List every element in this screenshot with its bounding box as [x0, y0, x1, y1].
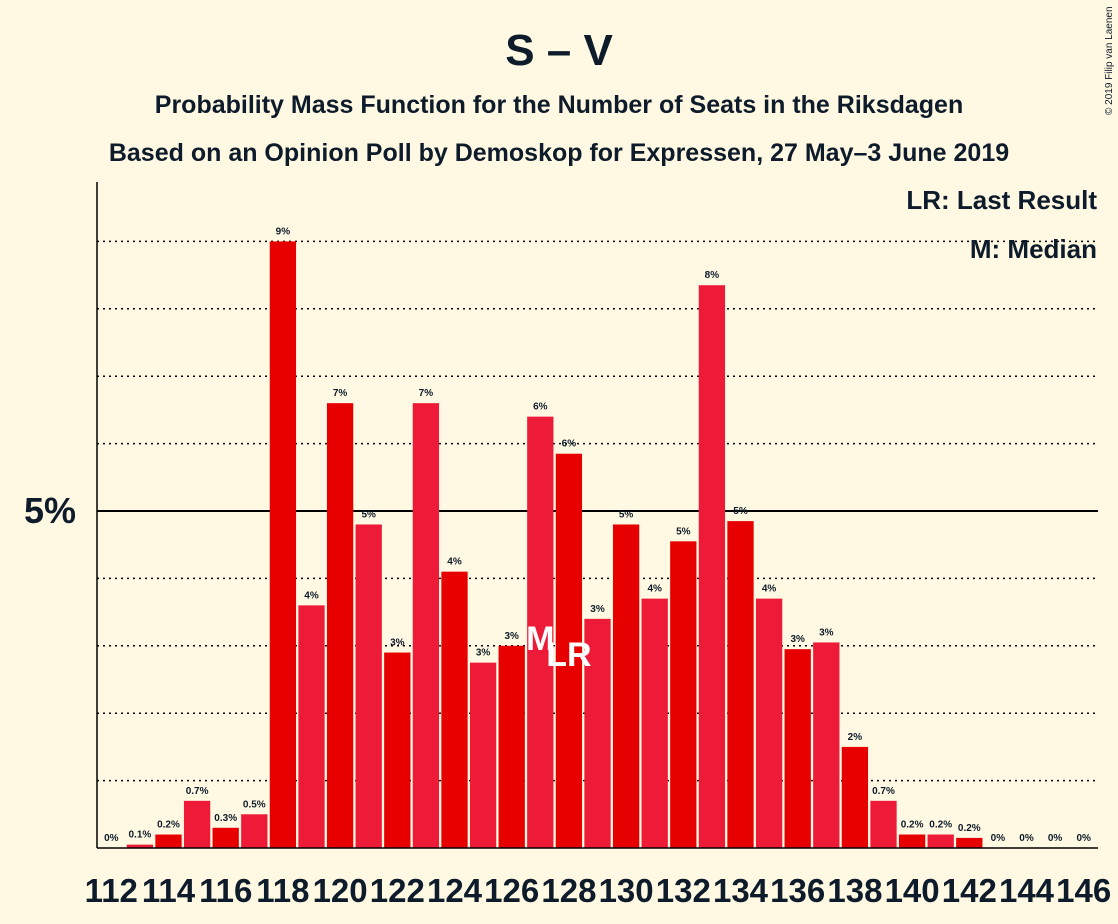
bar-seat-138 [841, 746, 869, 848]
bar-seat-122 [384, 652, 411, 848]
bar-value-label: 0.7% [186, 786, 209, 797]
bar-value-label: 0.2% [901, 820, 924, 831]
legend-last-result: LR: Last Result [906, 185, 1097, 215]
last-result-marker: LR [546, 636, 591, 674]
x-tick-label: 142 [942, 872, 997, 909]
x-tick-label: 126 [484, 872, 539, 909]
bar-seat-115 [183, 800, 211, 848]
bar-value-label: 0.3% [214, 813, 237, 824]
bar-value-label: 6% [562, 439, 577, 450]
legend-median: M: Median [970, 234, 1097, 264]
gridlines [97, 240, 1098, 782]
bar-seat-116 [212, 827, 239, 848]
x-tick-label: 122 [370, 872, 425, 909]
bar-seat-126 [498, 645, 525, 848]
bar-value-label: 5% [619, 509, 634, 520]
bar-seat-140 [898, 834, 926, 848]
chart-title: S – V [505, 26, 613, 75]
bar-seat-125 [469, 662, 497, 848]
bar-value-label: 0.2% [929, 820, 952, 831]
x-tick-label: 116 [199, 872, 252, 909]
bar-value-label: 0.1% [129, 830, 152, 841]
bar-value-label: 6% [533, 402, 548, 413]
bar-seat-133 [698, 285, 726, 849]
x-tick-label: 136 [770, 872, 825, 909]
x-tick-label: 138 [827, 872, 882, 909]
x-tick-label: 146 [1056, 872, 1111, 909]
bar-seat-139 [870, 800, 897, 848]
bar-value-label: 0% [1076, 833, 1091, 844]
bar-seat-117 [241, 814, 268, 848]
bar-value-label: 0% [1019, 833, 1034, 844]
bar-seat-135 [755, 598, 783, 848]
bar-seat-118 [269, 241, 297, 848]
x-tick-label: 128 [541, 872, 596, 909]
bar-value-label: 4% [304, 590, 319, 601]
bar-seat-134 [727, 521, 754, 848]
x-tick-label: 114 [142, 872, 196, 909]
bar-seat-119 [298, 605, 325, 848]
bar-value-label: 0.5% [243, 799, 266, 810]
y-tick-label-5pct: 5% [24, 490, 76, 531]
bar-seat-130 [612, 524, 640, 848]
bar-value-label: 0% [991, 833, 1006, 844]
bar-value-label: 3% [819, 627, 834, 638]
x-tick-label: 124 [427, 872, 483, 909]
bar-value-label: 8% [705, 270, 720, 281]
bar-value-label: 2% [848, 732, 863, 743]
copyright-note: © 2019 Filip van Laenen [1104, 6, 1115, 115]
bar-value-label: 3% [504, 631, 519, 642]
bar-value-label: 4% [647, 584, 662, 595]
bar-seat-123 [412, 403, 440, 848]
x-axis-tick-labels: 112 114 116 118 120 122 124 126 128 130 132 134 136 1… [85, 872, 1112, 909]
bar-seat-132 [670, 541, 697, 848]
x-tick-label: 140 [885, 872, 940, 909]
bar-value-label: 7% [333, 388, 348, 399]
bar-seat-128 [555, 453, 583, 848]
bar-value-label: 7% [419, 388, 434, 399]
bar-value-label: 5% [676, 526, 691, 537]
x-tick-label: 120 [313, 872, 368, 909]
x-tick-label: 112 [85, 872, 138, 909]
chart-subtitle-poll: Based on an Opinion Poll by Demoskop for… [109, 139, 1009, 167]
bar-value-label: 4% [447, 557, 462, 568]
bar-value-label: 0.2% [157, 820, 180, 831]
x-tick-label: 130 [599, 872, 654, 909]
bar-value-label: 5% [733, 506, 748, 517]
bar-seat-114 [155, 834, 182, 848]
x-tick-label: 144 [999, 872, 1055, 909]
bar-seat-142 [956, 837, 983, 848]
bar-seat-129 [584, 618, 611, 848]
bar-seat-141 [927, 834, 954, 848]
bar-value-label: 3% [476, 648, 491, 659]
bar-value-label: 4% [762, 584, 777, 595]
bar-value-label: 3% [590, 604, 605, 615]
bar-seat-136 [784, 649, 811, 848]
bar-value-label: 0.2% [958, 823, 981, 834]
bar-seat-120 [326, 403, 354, 848]
bar-value-label: 9% [276, 226, 291, 237]
bar-value-label: 3% [790, 634, 805, 645]
bars [126, 241, 983, 849]
median-marker: M [526, 620, 554, 658]
bar-seat-137 [813, 642, 840, 848]
bar-seat-113 [126, 844, 154, 848]
bar-value-labels: 0% 0.1% 0.2% 0.7% 0.3% 0.5% 9% 4% 7% 5% 3% 7% 4% 3% 3%… [104, 226, 1091, 844]
bar-seat-131 [641, 598, 668, 848]
bar-value-label: 0% [104, 833, 119, 844]
bar-value-label: 3% [390, 638, 405, 649]
x-tick-label: 118 [256, 872, 309, 909]
x-tick-label: 134 [713, 872, 769, 909]
bar-seat-124 [441, 571, 468, 848]
x-tick-label: 132 [656, 872, 711, 909]
bar-value-label: 5% [361, 509, 376, 520]
bar-value-label: 0.7% [872, 786, 895, 797]
bar-seat-127 [527, 416, 554, 848]
bar-seat-121 [355, 524, 382, 848]
chart-subtitle: Probability Mass Function for the Number… [155, 91, 963, 119]
bar-value-label: 0% [1048, 833, 1063, 844]
